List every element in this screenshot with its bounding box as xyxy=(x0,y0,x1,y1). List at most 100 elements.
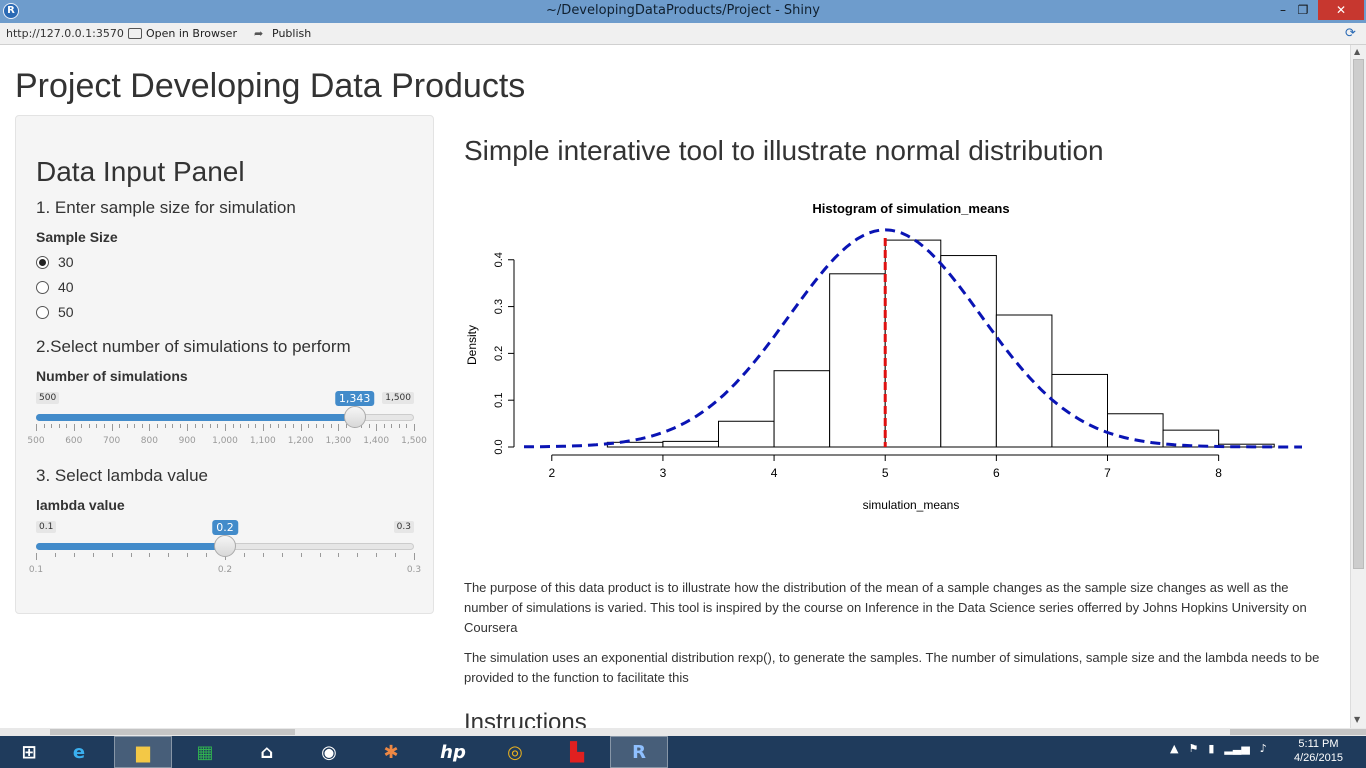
slider-tick xyxy=(319,553,321,557)
x-tick-label: 8 xyxy=(1215,466,1222,480)
store-icon[interactable]: ▦ xyxy=(196,741,214,763)
publish-arrow-icon: ➦ xyxy=(254,26,264,40)
radio-label: 50 xyxy=(58,304,74,320)
url-text[interactable]: http://127.0.0.1:3570 xyxy=(6,27,124,40)
chrome-icon[interactable]: ◎ xyxy=(507,741,523,763)
x-axis: 2 3 4 5 6 7 8 xyxy=(548,454,1222,480)
slider-tick xyxy=(156,424,158,428)
slider-tick xyxy=(361,424,363,428)
y-tick-label: 0.4 xyxy=(493,252,505,267)
volume-icon[interactable]: ♪ xyxy=(1259,742,1267,755)
slider-tick xyxy=(247,424,249,428)
slider-tick xyxy=(315,424,317,428)
slider-tick xyxy=(187,424,189,431)
lambda-label: lambda value xyxy=(36,497,125,513)
description-paragraph-1: The purpose of this data product is to i… xyxy=(464,580,1307,635)
y-tick-label: 0.3 xyxy=(493,299,505,314)
slider-tick xyxy=(149,424,151,431)
slider-tick xyxy=(104,424,106,428)
slider-tick xyxy=(391,424,393,428)
flag-icon[interactable]: ⚑ xyxy=(1188,742,1199,755)
scrollbar-thumb[interactable] xyxy=(50,729,295,735)
vertical-scrollbar[interactable]: ▲ ▼ xyxy=(1350,45,1366,728)
file-explorer-icon[interactable]: ▆ xyxy=(114,736,172,768)
scrollbar-thumb[interactable] xyxy=(1230,729,1366,735)
radio-label: 40 xyxy=(58,279,74,295)
minimize-button[interactable]: – xyxy=(1280,3,1286,17)
open-in-browser-label: Open in Browser xyxy=(146,27,237,40)
show-hidden-icon[interactable]: ▲ xyxy=(1170,742,1179,755)
maximize-button[interactable]: ❐ xyxy=(1297,3,1309,17)
slider-tick xyxy=(376,553,378,557)
slider-tick xyxy=(262,424,264,431)
slider-tick-label: 1,400 xyxy=(363,436,390,446)
slider-tick xyxy=(92,553,94,557)
radio-button[interactable] xyxy=(36,255,49,269)
refresh-icon[interactable]: ⟳ xyxy=(1345,26,1356,41)
sample-size-option-30[interactable]: 30 xyxy=(36,254,74,270)
sample-size-option-50[interactable]: 50 xyxy=(36,304,74,320)
close-button[interactable]: ✕ xyxy=(1318,0,1364,20)
viewer-toolbar: http://127.0.0.1:3570 Open in Browser ➦ … xyxy=(0,23,1366,45)
slider-tick xyxy=(119,424,121,428)
histogram-bar xyxy=(1051,373,1109,448)
slider-tick xyxy=(58,424,60,428)
x-tick-label: 2 xyxy=(548,466,555,480)
acrobat-icon[interactable]: ▙ xyxy=(570,741,584,763)
slider-tick xyxy=(300,553,302,557)
histogram-bar xyxy=(884,239,942,448)
slider-handle[interactable] xyxy=(343,406,366,428)
paint-icon[interactable]: ✱ xyxy=(383,741,399,763)
browser-window-icon xyxy=(128,28,142,39)
start-icon[interactable]: ⊞ xyxy=(21,741,37,763)
clock[interactable]: 5:11 PM 4/26/2015 xyxy=(1294,737,1343,765)
slider-handle[interactable] xyxy=(214,535,236,557)
panel-heading: Data Input Panel xyxy=(36,156,245,187)
window-titlebar: R ~/DevelopingDataProducts/Project - Shi… xyxy=(0,0,1366,23)
scroll-down-icon[interactable]: ▼ xyxy=(1354,715,1361,724)
signal-icon[interactable]: ▂▃▅ xyxy=(1224,742,1250,755)
slider-tick xyxy=(330,424,332,428)
slider-min-label: 0.1 xyxy=(36,521,57,533)
x-tick-label: 7 xyxy=(1104,466,1111,480)
slider-tick xyxy=(406,424,408,428)
horizontal-scrollbar[interactable] xyxy=(0,728,1366,736)
page-title: Project Developing Data Products xyxy=(15,67,526,105)
scroll-up-icon[interactable]: ▲ xyxy=(1354,47,1361,56)
slider-max-label: 1,500 xyxy=(382,392,414,404)
slider-tick xyxy=(243,553,245,557)
slider-tick-label: 600 xyxy=(65,436,83,446)
hp-icon[interactable]: hp xyxy=(440,741,466,763)
slider-tick xyxy=(141,424,143,428)
main-title: Simple interative tool to illustrate nor… xyxy=(464,135,1104,166)
slider-tick xyxy=(172,424,174,428)
internet-explorer-icon[interactable]: e xyxy=(72,741,86,763)
slider-tick xyxy=(66,424,68,428)
home-icon[interactable]: ⌂ xyxy=(260,741,274,763)
slider-value-label: 0.2 xyxy=(212,520,238,535)
lambda-slider[interactable]: 0.1 0.3 0.2 0.1 0.2 0.3 xyxy=(29,520,421,581)
open-in-browser-button[interactable]: Open in Browser xyxy=(128,27,237,40)
step2-label: 2.Select number of simulations to perfor… xyxy=(36,337,351,356)
slider-value-label: 1,343 xyxy=(334,391,375,406)
network-icon[interactable]: ▮ xyxy=(1208,742,1215,755)
simulations-slider[interactable]: 500 1,500 1,343 500 600 700 800 900 1,000 1,10… xyxy=(27,391,427,452)
scrollbar-thumb[interactable] xyxy=(1353,59,1364,569)
slider-tick xyxy=(134,424,136,428)
slider-tick-label: 0.3 xyxy=(406,565,422,575)
media-icon[interactable]: ◉ xyxy=(321,741,337,763)
slider-tick xyxy=(308,424,310,428)
step3-label: 3. Select lambda value xyxy=(36,466,208,485)
sample-size-option-40[interactable]: 40 xyxy=(36,279,74,295)
slider-tick-label: 1,000 xyxy=(212,436,238,446)
slider-tick xyxy=(240,424,242,428)
slider-tick-label: 1,100 xyxy=(249,436,276,446)
slider-tick xyxy=(277,424,279,428)
y-axis-label: Density xyxy=(465,325,479,365)
slider-tick xyxy=(414,424,415,431)
radio-button[interactable] xyxy=(36,280,49,294)
publish-button[interactable]: ➦ Publish xyxy=(254,27,311,40)
radio-button[interactable] xyxy=(36,305,49,319)
slider-tick xyxy=(130,553,132,557)
r-icon[interactable]: R xyxy=(610,736,668,768)
